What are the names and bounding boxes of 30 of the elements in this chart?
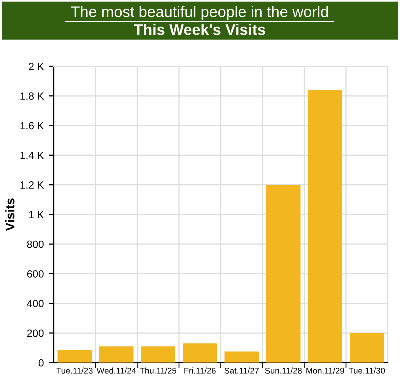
bar (141, 346, 176, 363)
y-tick-label: 1.2 K (20, 182, 44, 189)
y-tick-label: 400 (27, 300, 44, 308)
chart-title: The most beautiful people in the world (71, 6, 328, 20)
x-tick-label: Tue.11/30 (349, 368, 386, 374)
y-tick-label: 800 (27, 240, 44, 248)
chart-subtitle: This Week's Visits (134, 24, 266, 36)
x-tick-label: Wed.11/24 (96, 368, 136, 374)
bar (58, 350, 92, 363)
y-tick-label: 2 K (29, 63, 44, 70)
y-tick-label: 600 (27, 270, 44, 278)
y-tick-label: 1 K (29, 211, 44, 218)
x-tick-label: Thu.11/25 (140, 368, 176, 374)
y-tick-label: 0 (38, 359, 44, 367)
y-tick-label: 200 (27, 330, 44, 338)
x-tick-label: Mon.11/29 (306, 368, 344, 374)
bar (350, 333, 384, 363)
x-tick-label: Sun.11/28 (265, 368, 302, 374)
y-tick-label: 1.8 K (20, 92, 44, 100)
y-axis-title: Visits (6, 198, 15, 232)
bar (183, 344, 218, 363)
bar (308, 90, 342, 363)
bar (224, 352, 259, 363)
y-tick-label: 1.6 K (20, 122, 44, 130)
y-tick-label: 1.4 K (20, 152, 44, 160)
x-tick-label: Sat.11/27 (224, 368, 259, 374)
x-tick-label: Tue.11/23 (56, 368, 93, 374)
bar (266, 185, 301, 363)
x-tick-label: Fri.11/26 (184, 368, 216, 374)
bar (100, 346, 134, 363)
